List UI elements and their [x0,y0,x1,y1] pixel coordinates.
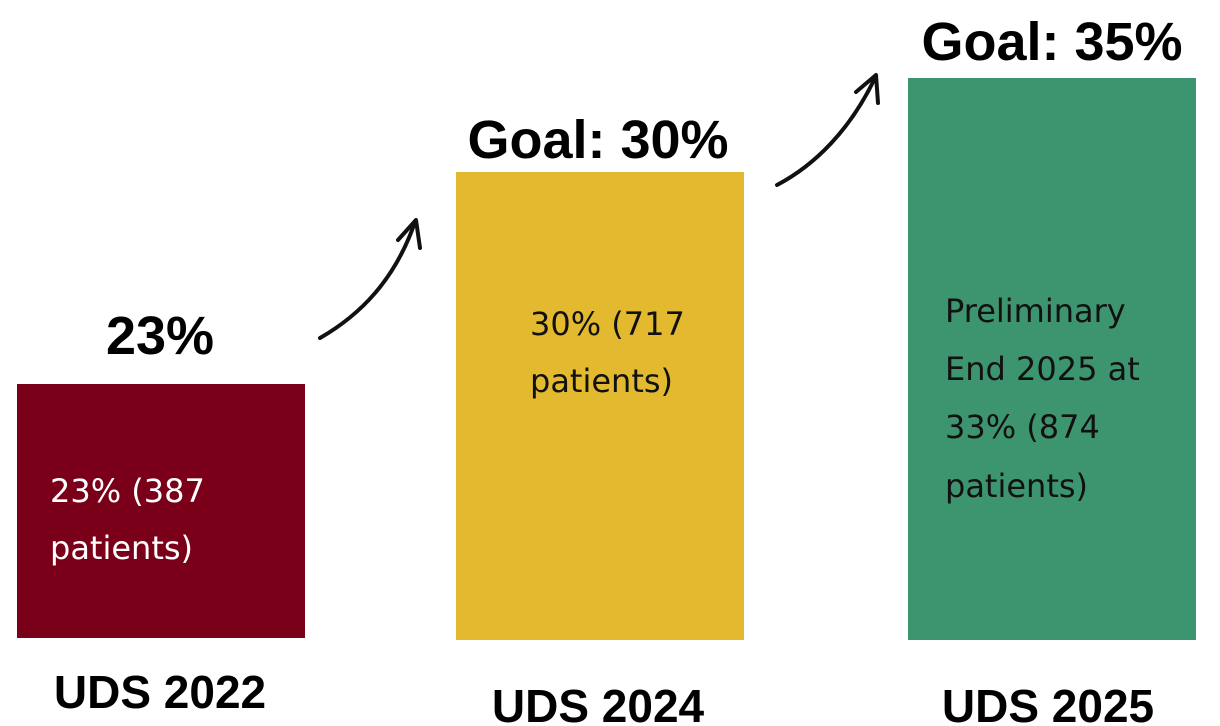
heading: Goal: 35% [921,12,1182,72]
heading: Goal: 30% [467,110,728,170]
block [456,172,744,640]
arrow-head [396,218,422,250]
block-label: UDS 2025 [942,680,1154,726]
arrow [775,76,877,187]
block [908,78,1196,640]
block-text: patients) [50,529,193,567]
block-text: End 2025 at [945,350,1140,388]
block-text: 33% (874 [945,408,1100,446]
arrow-head [854,73,880,105]
block-text: 23% (387 [50,472,205,510]
block-label: UDS 2022 [54,666,266,718]
block-label: UDS 2024 [492,680,705,726]
block-text: patients) [530,362,673,400]
block-text: Preliminary [945,292,1126,330]
block-text: patients) [945,467,1088,505]
arrow [318,220,417,340]
heading: 23% [106,306,214,366]
block-text: 30% (717 [530,305,685,343]
block [17,384,305,638]
